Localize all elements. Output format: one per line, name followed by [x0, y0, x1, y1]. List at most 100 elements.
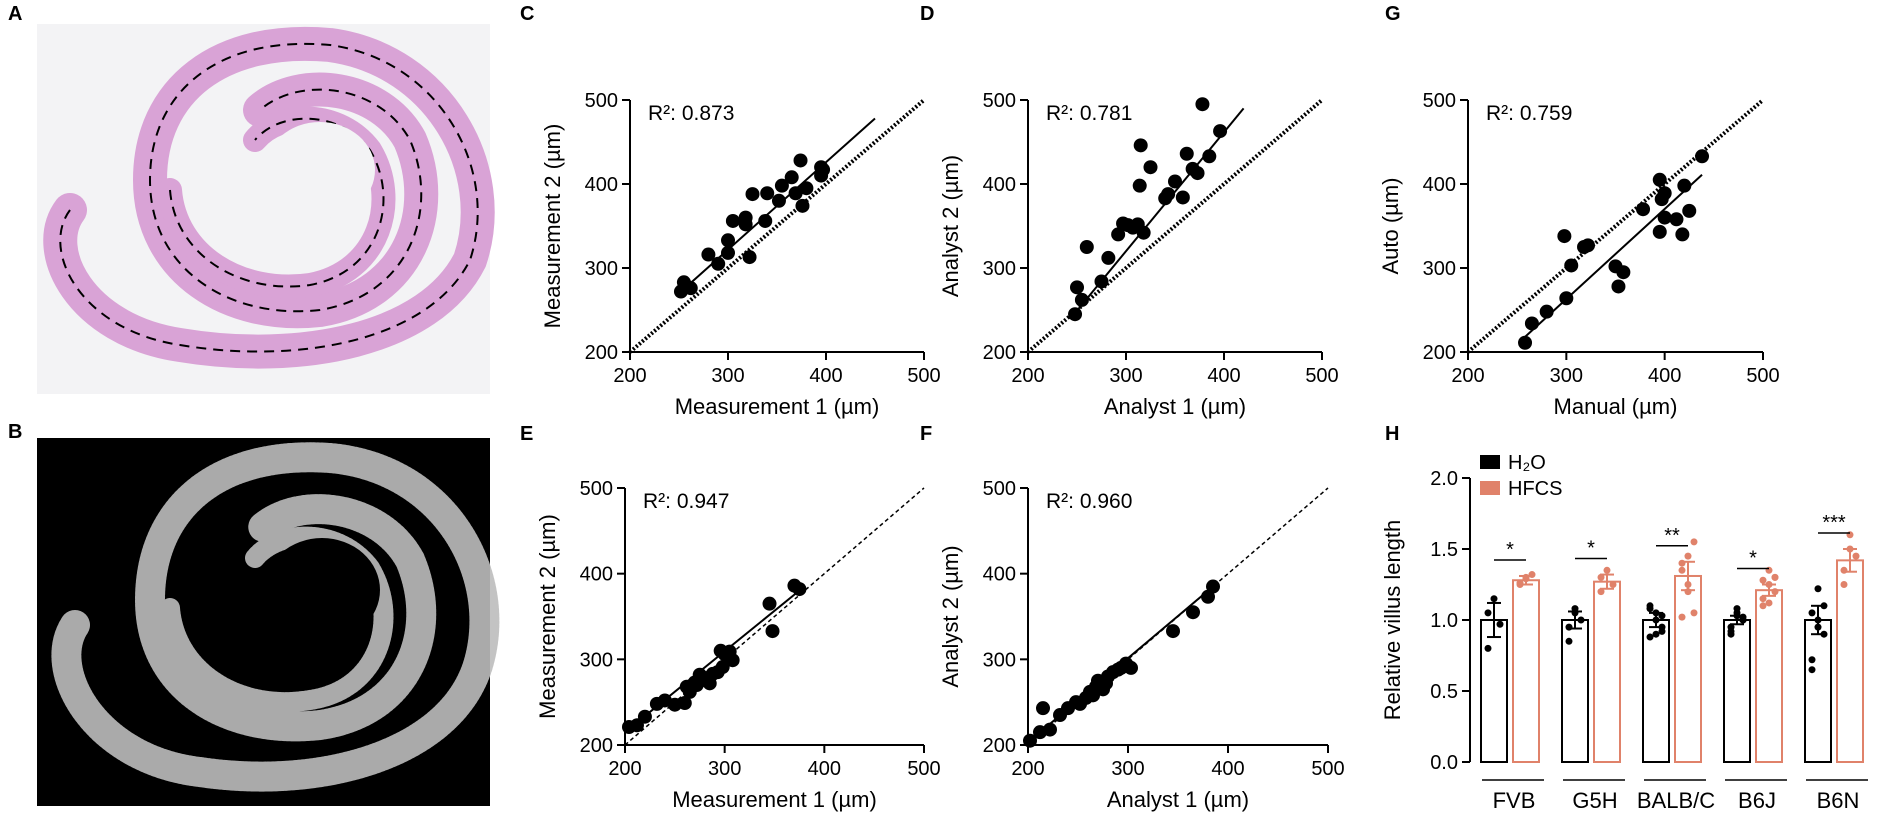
category-label: FVB	[1493, 788, 1536, 813]
data-point	[1682, 203, 1697, 218]
data-point	[1490, 595, 1498, 603]
y-tick-label: 1.0	[1430, 610, 1458, 632]
data-point	[792, 582, 807, 597]
data-point	[1690, 538, 1698, 546]
y-axis-label-h: Relative villus length	[1380, 520, 1405, 721]
scatter-chart-d: 200 300 400 500 200 300 400 500 Analyst 1 (µm) An…	[938, 90, 1339, 419]
x-axis-label-e: Measurement 1 (µm)	[672, 787, 877, 812]
data-point	[1213, 124, 1228, 139]
x-tick-label: 400	[1648, 365, 1681, 387]
y-tick-label: 500	[983, 478, 1016, 500]
data-point	[1733, 605, 1741, 613]
x-axis-label-f: Analyst 1 (µm)	[1107, 787, 1249, 812]
scatter-chart-c: 200 300 400 500 200 300 400 500 Measurement 1 (µ…	[540, 90, 941, 419]
data-point	[1133, 138, 1148, 153]
bar	[1723, 619, 1751, 763]
panel-label-e: E	[520, 423, 533, 445]
x-tick-label: 300	[1550, 365, 1583, 387]
data-point	[1603, 566, 1611, 574]
category-label: B6J	[1738, 788, 1776, 813]
data-point	[1043, 722, 1057, 737]
data-point	[1564, 258, 1579, 273]
data-point	[765, 624, 780, 639]
data-point	[1597, 588, 1605, 596]
data-point	[1759, 602, 1767, 610]
y-tick-label: 400	[983, 564, 1016, 586]
data-point	[1143, 160, 1158, 175]
data-point	[1840, 581, 1848, 588]
x-tick-label: 300	[711, 365, 744, 387]
data-point	[1496, 620, 1504, 628]
x-tick-label: 300	[1111, 758, 1144, 780]
y-tick-label: 500	[580, 478, 613, 500]
bar	[1512, 579, 1540, 763]
data-point	[1765, 599, 1773, 607]
x-tick-label: 300	[1109, 365, 1142, 387]
y-tick-label: 2.0	[1430, 468, 1458, 490]
data-point	[1733, 612, 1741, 620]
data-point	[1678, 559, 1686, 567]
y-axis-label-c: Measurement 2 (µm)	[540, 124, 565, 329]
data-point	[1657, 186, 1672, 201]
x-tick-label: 200	[608, 758, 641, 780]
y-tick-label: 500	[1423, 90, 1456, 112]
bar	[1593, 580, 1621, 763]
data-point	[1840, 566, 1848, 574]
bar	[1674, 574, 1702, 763]
x-tick-label: 400	[809, 365, 842, 387]
data-point	[1518, 335, 1533, 350]
x-tick-label: 200	[1011, 758, 1044, 780]
data-point	[1808, 666, 1816, 674]
data-point	[677, 696, 692, 711]
data-point	[1023, 733, 1037, 748]
data-point	[1179, 146, 1194, 161]
data-point	[1168, 174, 1182, 189]
x-tick-label: 300	[708, 758, 741, 780]
x-tick-label: 500	[1311, 758, 1344, 780]
y-tick-label: 200	[1423, 342, 1456, 364]
y-tick-label: 0.0	[1430, 752, 1458, 774]
data-point	[721, 233, 735, 248]
y-axis-label-e: Measurement 2 (µm)	[535, 514, 560, 719]
data-point	[1484, 609, 1492, 617]
data-point	[758, 213, 773, 228]
y-tick-label: 0.5	[1430, 681, 1458, 703]
data-point	[725, 213, 740, 228]
data-point	[1727, 627, 1735, 635]
category-label: B6N	[1817, 788, 1860, 813]
data-point	[1611, 279, 1626, 294]
x-tick-label: 500	[1305, 365, 1338, 387]
y-tick-label: 500	[585, 90, 618, 112]
data-point	[1657, 210, 1672, 225]
data-point	[774, 178, 789, 193]
y-tick-label: 300	[983, 649, 1016, 671]
data-point	[1136, 225, 1151, 240]
legend-swatch	[1480, 481, 1500, 495]
data-point	[1616, 265, 1631, 280]
category-label: G5H	[1572, 788, 1617, 813]
data-point	[1571, 605, 1579, 613]
data-point	[1759, 595, 1767, 603]
data-point	[1771, 588, 1779, 596]
data-point	[637, 709, 652, 724]
data-point	[738, 217, 753, 232]
fit-line-g	[1524, 174, 1703, 338]
category-label: BALB/C	[1637, 788, 1715, 813]
y-tick-label: 300	[580, 649, 613, 671]
data-point	[1166, 624, 1180, 639]
data-point	[1565, 623, 1573, 631]
data-point	[1814, 616, 1822, 624]
data-point	[711, 256, 726, 271]
data-point	[701, 247, 716, 262]
data-point	[1669, 212, 1684, 227]
panel-label-c: C	[520, 3, 534, 25]
y-tick-label: 300	[585, 258, 618, 280]
data-point	[1580, 238, 1595, 253]
r-squared-annotation-d: R²: 0.781	[1046, 102, 1132, 125]
bar	[1480, 619, 1508, 763]
data-point	[742, 250, 757, 265]
data-point	[1524, 316, 1539, 331]
bar-chart-h: 0.0 0.5 1.0 1.5 2.0 Relative villus length H₂O…	[1380, 452, 1868, 813]
y-tick-label: 400	[580, 564, 613, 586]
data-point	[1484, 644, 1492, 652]
